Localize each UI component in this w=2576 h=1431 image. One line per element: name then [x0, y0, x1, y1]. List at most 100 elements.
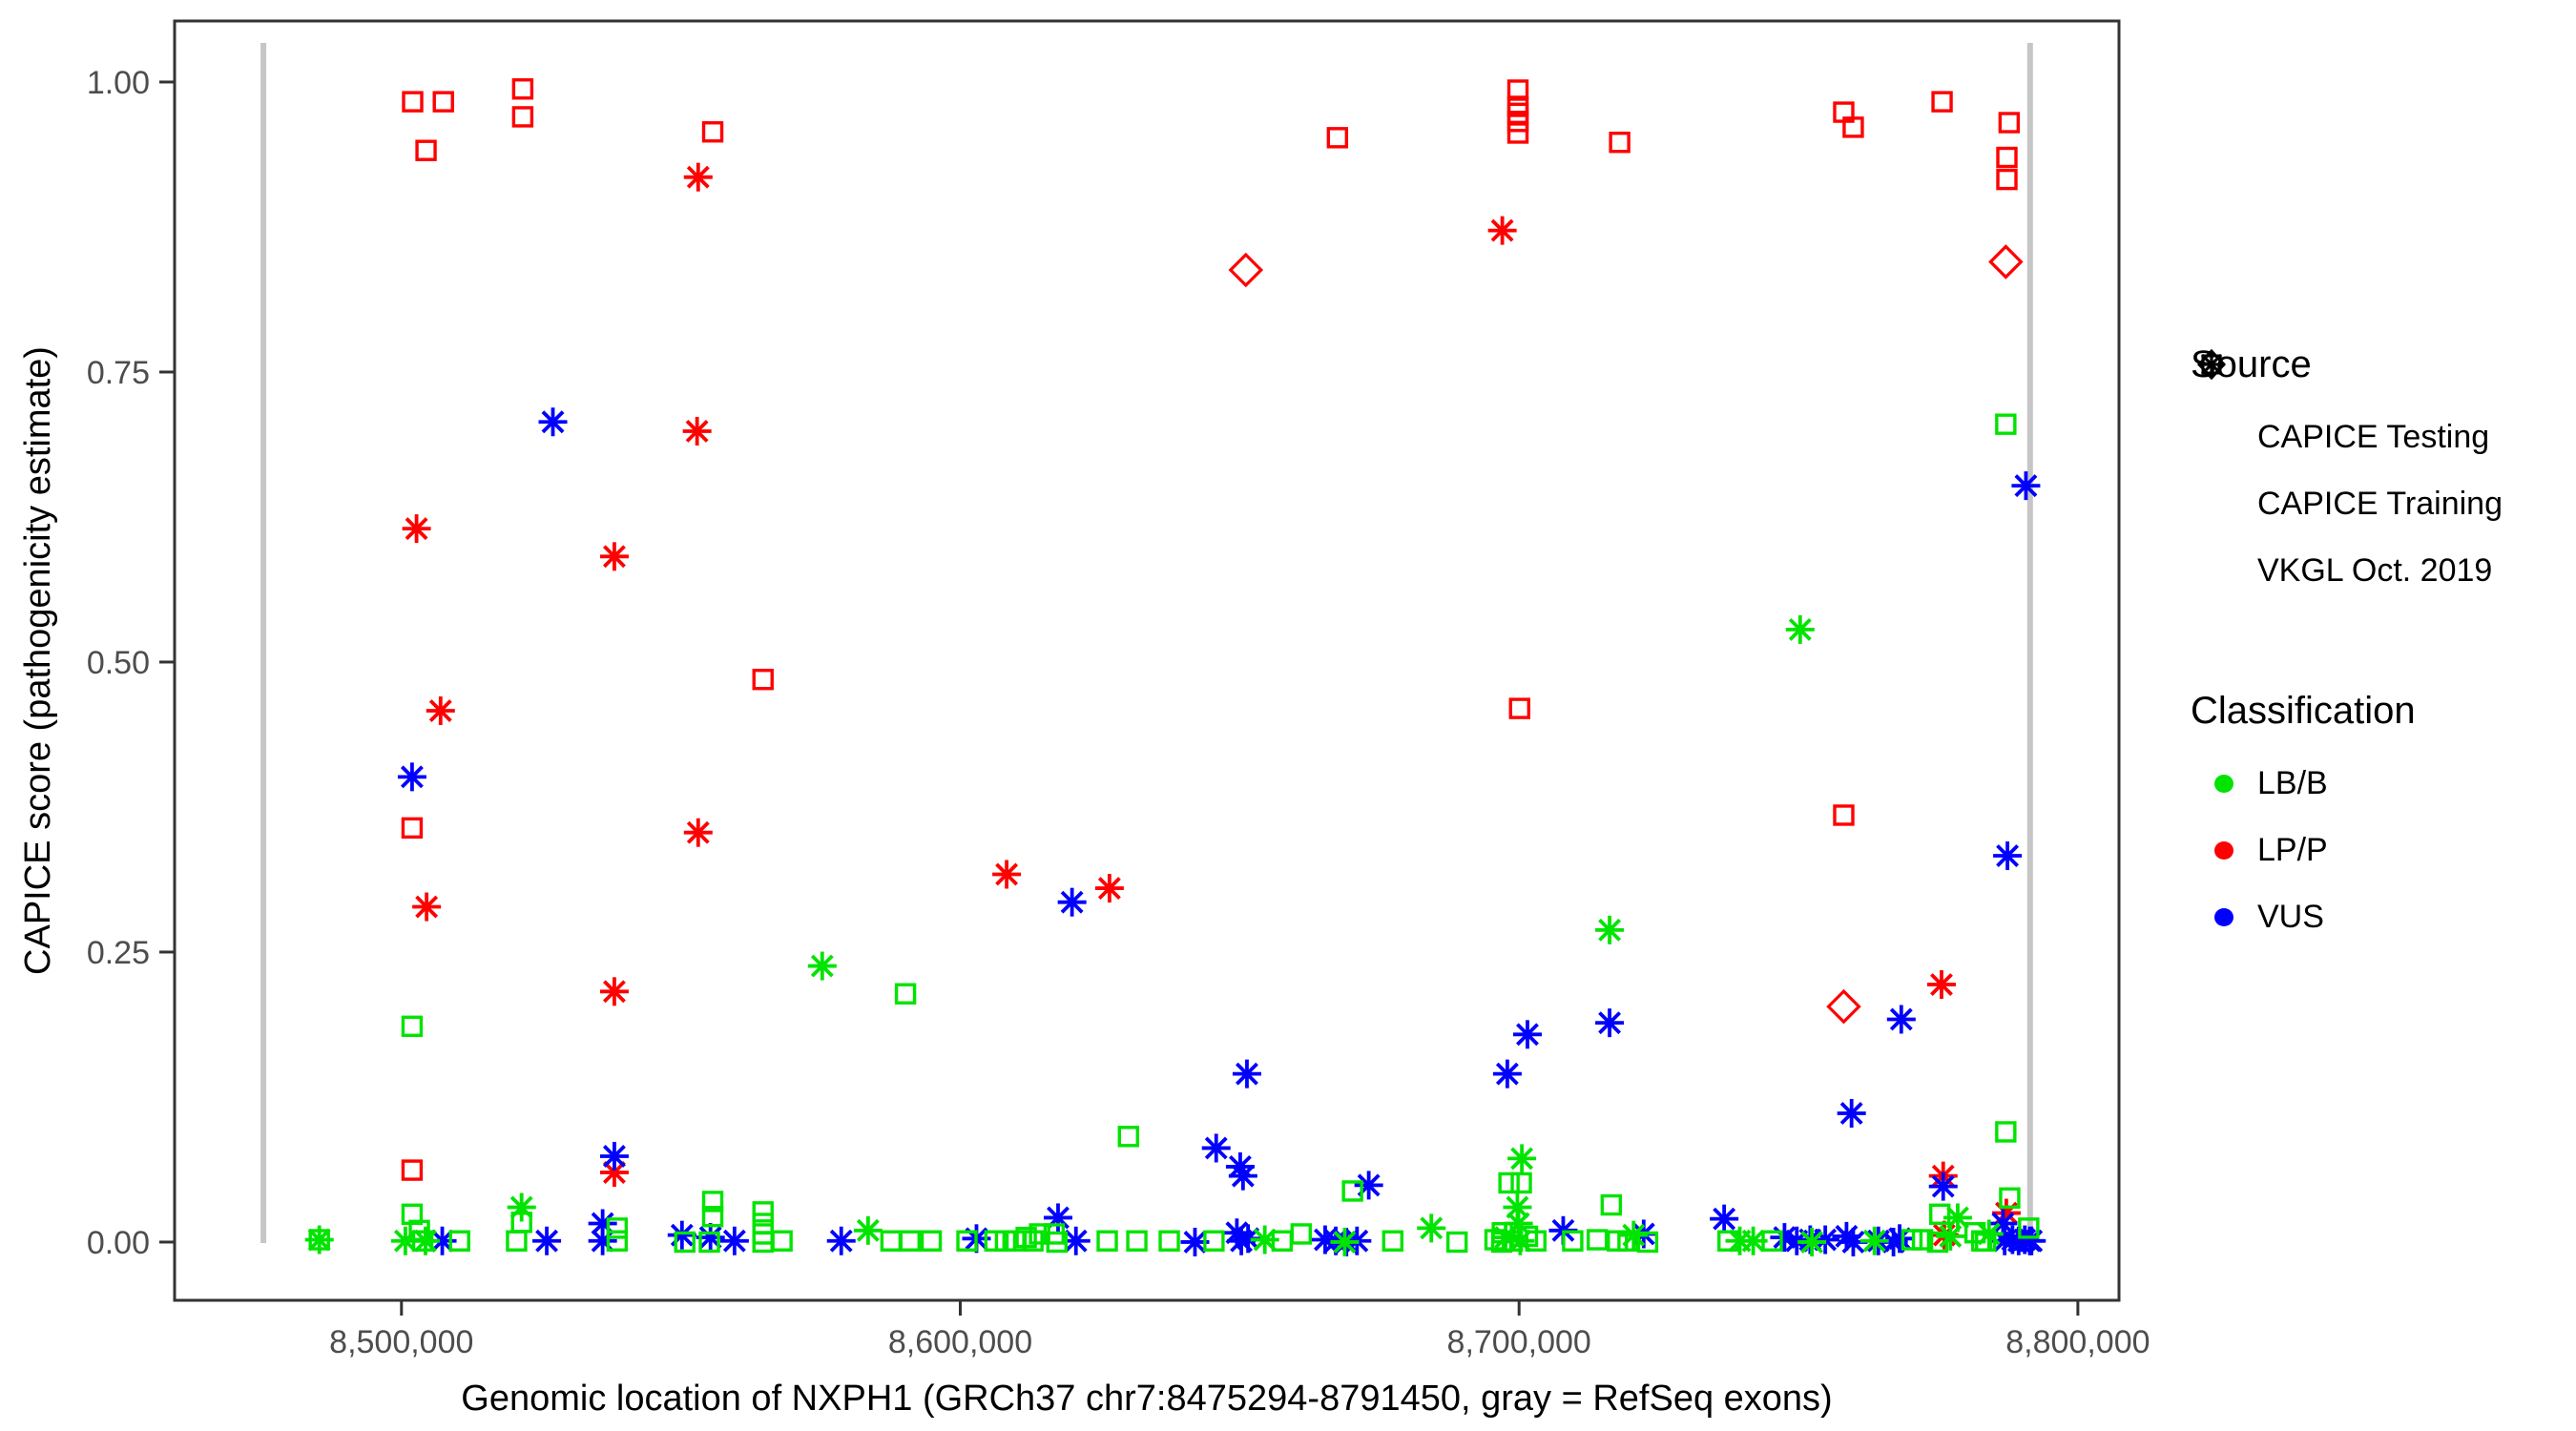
point-asterisk	[599, 542, 629, 571]
point-square	[1586, 1229, 1609, 1251]
point-asterisk	[1201, 1133, 1231, 1163]
point-square	[1326, 127, 1349, 149]
point-square	[506, 1230, 528, 1252]
point-square	[1498, 1172, 1520, 1194]
point-square	[415, 139, 437, 161]
legend-classification-title: Classification	[2191, 690, 2416, 732]
legend-item-label: LB/B	[2257, 764, 2328, 801]
axis-tick-labels: 8,500,000 8,600,000 8,700,000 8,800,000 0.00…	[87, 65, 2150, 1360]
point-square	[432, 91, 454, 113]
legend-item-lbb: LB/B	[2191, 750, 2563, 817]
legend-item-vus: VUS	[2191, 883, 2563, 950]
point-asterisk	[599, 1141, 629, 1171]
point-asterisk	[1710, 1204, 1739, 1234]
point-square	[448, 1230, 470, 1252]
point-square	[1126, 1230, 1148, 1252]
point-asterisk	[1417, 1213, 1446, 1243]
point-square	[956, 1230, 978, 1252]
point-square	[1931, 91, 1953, 113]
point-asterisk	[1936, 1221, 1965, 1251]
point-asterisk	[1859, 1226, 1889, 1255]
point-asterisk	[426, 696, 455, 726]
data-points	[304, 78, 2046, 1256]
point-asterisk	[683, 818, 713, 847]
point-square	[1158, 1230, 1180, 1252]
point-asterisk	[1512, 1020, 1542, 1049]
point-square	[1381, 1230, 1404, 1252]
legend-item-vkgl: VKGL Oct. 2019	[2191, 351, 2563, 604]
point-square	[606, 1217, 629, 1239]
point-asterisk	[682, 416, 712, 446]
point-square	[698, 1231, 720, 1254]
point-asterisk	[397, 762, 426, 792]
point-square	[1996, 168, 2018, 191]
point-square	[1203, 1230, 1225, 1252]
point-square	[1842, 116, 1864, 138]
point-square	[1046, 1231, 1069, 1254]
axis-ticks	[159, 80, 2080, 1316]
point-asterisk	[853, 1215, 883, 1245]
x-tick-label: 8,800,000	[2005, 1324, 2150, 1360]
point-diamond	[1228, 252, 1264, 288]
point-square	[1341, 1180, 1363, 1202]
point-asterisk	[683, 162, 713, 192]
legend-item-lpp: LP/P	[2191, 817, 2563, 883]
legend-item-capice-training: CAPICE Training	[2191, 354, 2563, 537]
refseq-exon-lines	[260, 43, 2033, 1243]
y-tick-label: 1.00	[87, 65, 150, 101]
point-asterisk	[2017, 1226, 2046, 1255]
point-asterisk	[1061, 1226, 1091, 1255]
legend-item-label: LP/P	[2257, 831, 2328, 868]
point-asterisk	[1738, 1226, 1768, 1255]
point-square	[1506, 122, 1529, 144]
point-square	[1929, 1203, 1951, 1225]
y-tick-label: 0.25	[87, 935, 150, 971]
point-square	[1022, 1230, 1044, 1252]
point-asterisk	[1228, 1161, 1257, 1191]
point-square	[511, 78, 534, 100]
point-square	[402, 91, 424, 113]
point-asterisk	[507, 1192, 536, 1222]
point-asterisk	[1506, 1226, 1535, 1255]
blue-dot-icon	[2191, 907, 2257, 926]
point-asterisk	[2011, 471, 2041, 501]
point-square	[1117, 1126, 1139, 1148]
point-square	[1290, 1223, 1312, 1245]
legend-source-title: Source	[2191, 343, 2312, 385]
point-square	[401, 1159, 424, 1181]
point-square	[899, 1230, 921, 1252]
point-square	[1506, 79, 1529, 101]
point-square	[1506, 111, 1529, 133]
point-square	[880, 1230, 903, 1252]
point-asterisk	[1057, 887, 1087, 917]
point-asterisk	[1232, 1059, 1261, 1089]
point-asterisk	[599, 977, 629, 1006]
y-tick-label: 0.00	[87, 1225, 150, 1261]
point-square	[1096, 1230, 1118, 1252]
legend-item-capice-testing: CAPICE Testing	[2191, 348, 2563, 470]
point-asterisk	[410, 1226, 440, 1255]
point-asterisk	[1785, 614, 1815, 644]
legend-item-label: VUS	[2257, 898, 2324, 935]
point-square	[606, 1230, 629, 1252]
point-square	[771, 1230, 793, 1252]
point-asterisk	[667, 1220, 696, 1250]
plot-panel-border	[173, 19, 2121, 1302]
point-square	[1995, 413, 2017, 435]
point-asterisk	[719, 1226, 749, 1255]
point-square	[1609, 131, 1631, 154]
point-asterisk	[532, 1226, 562, 1255]
point-square	[401, 1015, 424, 1037]
point-square	[1999, 1187, 2021, 1209]
point-asterisk	[402, 514, 431, 544]
point-asterisk	[412, 892, 442, 922]
point-asterisk	[538, 407, 568, 437]
point-square	[920, 1230, 943, 1252]
legend-item-label: CAPICE Testing	[2257, 418, 2490, 455]
point-square	[1508, 697, 1530, 719]
point-asterisk	[1487, 216, 1517, 245]
point-asterisk	[807, 951, 837, 981]
point-asterisk	[1250, 1225, 1279, 1255]
